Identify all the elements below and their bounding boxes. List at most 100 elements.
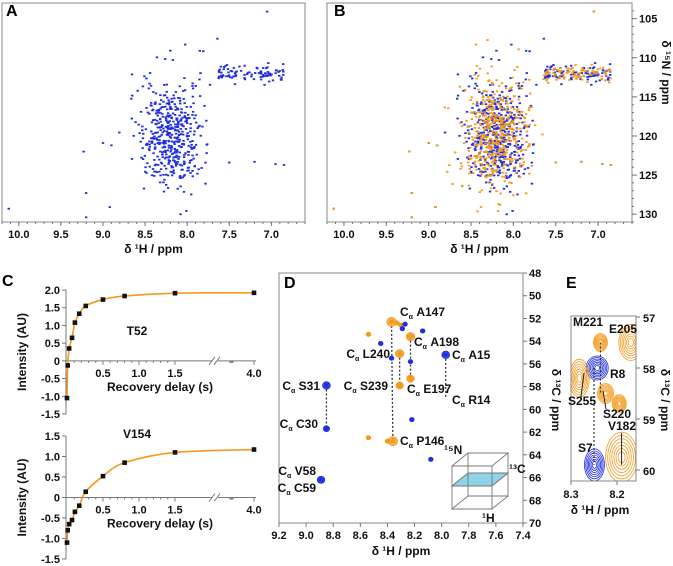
peak (517, 154, 520, 157)
peak (515, 105, 519, 108)
peak (485, 161, 489, 164)
peak (517, 140, 521, 143)
peak (503, 120, 506, 123)
peak (478, 191, 481, 194)
peak (503, 122, 507, 125)
peak (503, 138, 506, 141)
peak (183, 174, 186, 176)
peak (473, 136, 477, 139)
peak (588, 75, 591, 78)
peak (159, 120, 162, 123)
peak (139, 140, 142, 143)
peak (162, 190, 166, 193)
peak (586, 76, 589, 78)
peak (598, 79, 601, 82)
peak (179, 118, 183, 121)
peak (323, 382, 330, 389)
peak (492, 159, 495, 162)
peak (154, 102, 157, 105)
peak (486, 72, 489, 75)
data-point (83, 489, 89, 495)
peak (608, 74, 612, 76)
peak (467, 137, 471, 140)
peak (515, 130, 518, 133)
peak (161, 141, 164, 144)
peak (467, 155, 470, 158)
peak (482, 135, 486, 138)
peak (484, 151, 488, 154)
peak (475, 77, 478, 80)
x-tick-label: 4.0 (246, 368, 261, 380)
peak (282, 63, 285, 66)
peak (504, 140, 507, 143)
peak (150, 130, 153, 133)
peak (526, 145, 530, 148)
peak (170, 97, 173, 100)
peak (511, 134, 515, 137)
peak (263, 75, 266, 78)
peak (168, 120, 171, 123)
peak (584, 72, 587, 74)
peak (460, 125, 464, 128)
peak (586, 78, 590, 81)
peak (141, 158, 145, 160)
peak (486, 125, 490, 128)
peak (494, 152, 498, 155)
contour (603, 390, 608, 397)
peak (153, 135, 156, 138)
peak (477, 74, 480, 77)
peak (145, 172, 148, 174)
atom-label: C (344, 379, 353, 393)
peak (582, 74, 585, 77)
peak (591, 69, 594, 72)
peak (470, 96, 473, 99)
peak (513, 150, 517, 153)
y-tick-label: 52 (529, 313, 541, 325)
peak (174, 129, 177, 132)
peak (488, 107, 492, 109)
peak (492, 157, 495, 159)
peak (517, 95, 521, 98)
y-tick-label: 0 (54, 356, 60, 368)
peak (178, 175, 182, 177)
peak (574, 71, 578, 74)
peak (489, 164, 492, 167)
peak (486, 96, 490, 98)
peak (484, 103, 488, 106)
peak (545, 77, 549, 80)
peak (469, 111, 473, 114)
peak (596, 68, 599, 71)
peak (134, 121, 137, 124)
peak (154, 101, 157, 104)
peak (507, 118, 510, 121)
peak (199, 72, 202, 74)
peak (509, 102, 513, 105)
contour (585, 450, 604, 480)
peak (491, 107, 494, 109)
x-tick-label: 7.6 (488, 530, 503, 542)
contour (572, 366, 586, 391)
peak (502, 146, 505, 149)
x-tick-label: 9.2 (271, 530, 286, 542)
peak-label: V182 (608, 419, 636, 433)
peak (198, 78, 201, 81)
peak (549, 68, 552, 71)
peak (513, 144, 517, 147)
peak (168, 127, 171, 130)
peak (176, 141, 180, 143)
peak (482, 115, 485, 117)
peak (202, 50, 205, 53)
y-tick-label: 57 (643, 313, 655, 325)
peak (485, 129, 488, 132)
peak (509, 140, 512, 142)
peak (144, 143, 148, 146)
peak (475, 155, 478, 158)
peak (511, 117, 514, 120)
peak (154, 170, 157, 173)
peak-label: Cα S239 (344, 379, 389, 395)
peak (474, 149, 477, 152)
peak (474, 72, 478, 74)
atom-label: C (278, 464, 287, 478)
peak (564, 65, 568, 68)
contour (591, 460, 598, 469)
